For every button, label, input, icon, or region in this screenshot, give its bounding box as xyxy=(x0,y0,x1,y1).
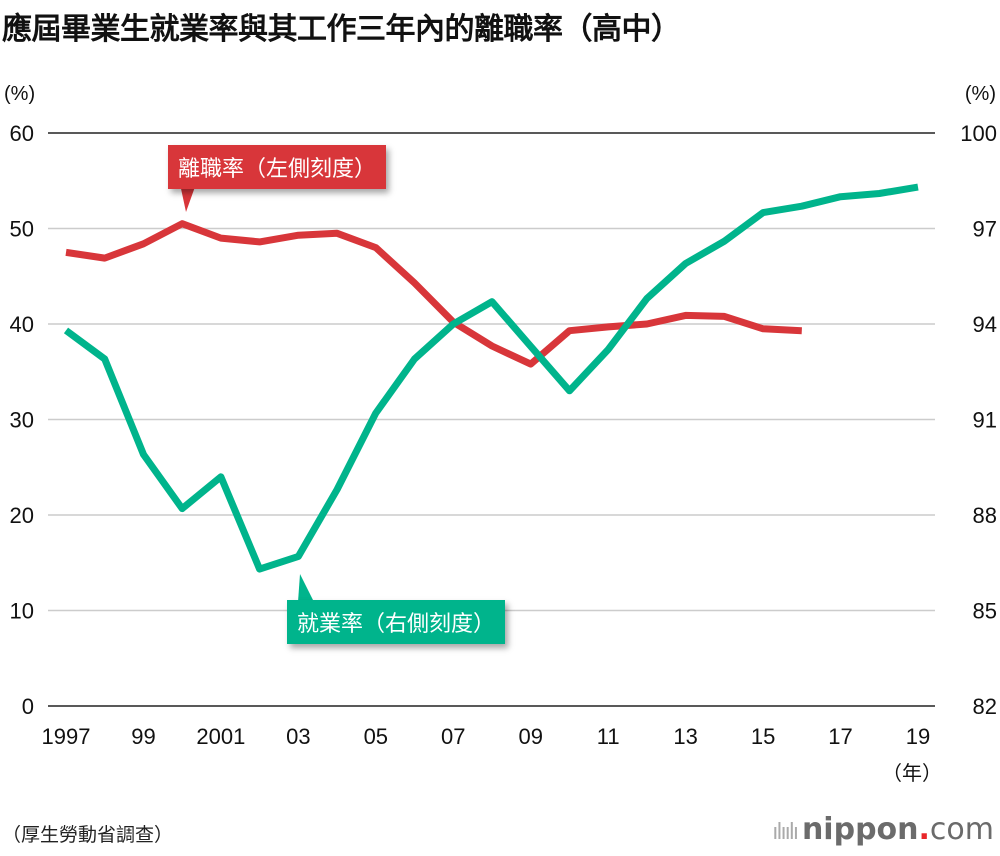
logo-main: nippon xyxy=(801,812,919,847)
right-tick-label: 88 xyxy=(973,503,997,528)
x-tick-label: 1997 xyxy=(42,724,91,749)
left-tick-label: 40 xyxy=(10,312,34,337)
x-tick-label: 17 xyxy=(828,724,852,749)
nippon-logo: ılıılı nippon.com xyxy=(772,812,994,847)
left-axis-unit: (%) xyxy=(4,83,35,105)
left-tick-label: 60 xyxy=(10,121,34,146)
right-tick-label: 97 xyxy=(973,217,997,242)
green-label-pointer xyxy=(298,574,314,602)
x-tick-label: 03 xyxy=(286,724,310,749)
legend-green-label: 就業率（右側刻度） xyxy=(287,600,506,644)
x-tick-label: 09 xyxy=(518,724,542,749)
left-tick-label: 10 xyxy=(10,599,34,624)
x-tick-label: 2001 xyxy=(196,724,245,749)
left-tick-label: 20 xyxy=(10,503,34,528)
series-line-employment-rate xyxy=(63,183,919,573)
right-tick-label: 85 xyxy=(973,599,997,624)
right-axis-unit: (%) xyxy=(965,83,996,105)
legend-red-label: 離職率（左側刻度） xyxy=(168,145,387,189)
right-tick-label: 94 xyxy=(973,312,997,337)
x-tick-label: 19 xyxy=(906,724,930,749)
x-tick-label: 07 xyxy=(441,724,465,749)
x-tick-label: 13 xyxy=(673,724,697,749)
left-tick-label: 0 xyxy=(22,694,34,719)
chart-title: 應屆畢業生就業率與其工作三年內的離職率（高中） xyxy=(2,12,681,47)
series-line-turnover-rate xyxy=(65,220,802,368)
x-tick-label: 99 xyxy=(131,724,155,749)
left-tick-label: 50 xyxy=(10,217,34,242)
source-note: （厚生勞動省調查） xyxy=(2,824,174,846)
x-tick-label: 15 xyxy=(751,724,775,749)
logo-dot: . xyxy=(918,812,930,847)
right-tick-label: 100 xyxy=(960,121,997,146)
right-tick-label: 82 xyxy=(973,694,997,719)
x-tick-label: 05 xyxy=(364,724,388,749)
left-tick-label: 30 xyxy=(10,408,34,433)
red-label-pointer xyxy=(180,184,196,212)
logo-suffix: com xyxy=(929,812,994,847)
x-axis-unit: （年） xyxy=(882,761,942,785)
right-tick-label: 91 xyxy=(973,408,997,433)
x-tick-label: 11 xyxy=(597,724,620,749)
